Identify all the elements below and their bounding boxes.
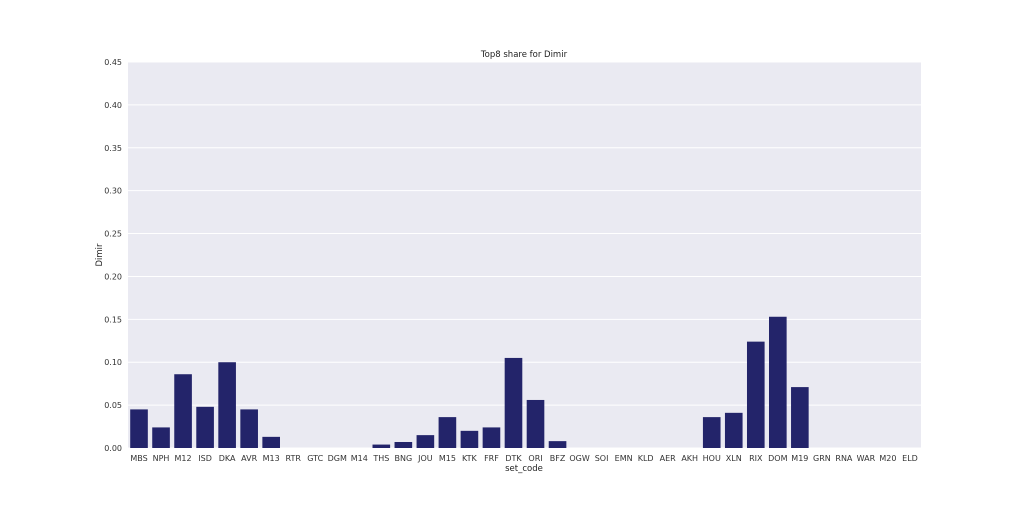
x-tick-label: NPH <box>153 454 170 463</box>
chart-title: Top8 share for Dimir <box>480 50 568 60</box>
y-tick-label: 0.10 <box>104 358 122 367</box>
bar-isd <box>196 406 214 448</box>
bar-dka <box>218 362 236 448</box>
x-tick-label: GTC <box>307 454 323 463</box>
y-axis-title: Dimir <box>95 243 105 267</box>
bar-m12 <box>174 374 192 448</box>
x-tick-label: EMN <box>615 454 633 463</box>
x-tick-label: DTK <box>505 454 522 463</box>
x-tick-label: M13 <box>263 454 280 463</box>
y-tick-label: 0.30 <box>104 187 122 196</box>
bar-xln <box>724 412 743 448</box>
x-tick-label: GRN <box>813 454 831 463</box>
x-tick-label: DKA <box>219 454 236 463</box>
y-tick-label: 0.35 <box>104 144 122 153</box>
bar-jou <box>416 435 435 448</box>
bar-hou <box>702 417 721 448</box>
x-tick-label: KTK <box>462 454 478 463</box>
bar-m19 <box>791 387 809 448</box>
x-tick-label: BFZ <box>550 454 566 463</box>
y-tick-label: 0.20 <box>104 272 122 281</box>
x-tick-label: AKH <box>681 454 698 463</box>
x-tick-label: M14 <box>351 454 368 463</box>
x-tick-label: ELD <box>902 454 918 463</box>
y-tick-label: 0.25 <box>104 230 122 239</box>
x-tick-label: HOU <box>703 454 721 463</box>
x-tick-label: WAR <box>857 454 876 463</box>
grid-lines <box>128 61 921 449</box>
x-tick-label: RTR <box>285 454 301 463</box>
bars <box>130 316 809 448</box>
x-tick-label: KLD <box>638 454 654 463</box>
bar-ths <box>372 444 391 448</box>
bar-m15 <box>438 417 457 448</box>
x-tick-label: M12 <box>175 454 192 463</box>
y-tick-label: 0.45 <box>104 58 122 67</box>
x-tick-label: M19 <box>791 454 808 463</box>
x-tick-label: RNA <box>835 454 853 463</box>
plot-background <box>128 62 921 448</box>
x-tick-label: M20 <box>879 454 896 463</box>
x-tick-label: OGW <box>569 454 589 463</box>
bar-mbs <box>130 409 148 448</box>
y-tick-label: 0.05 <box>104 401 122 410</box>
bar-rix <box>746 341 765 448</box>
y-tick-label: 0.15 <box>104 315 122 324</box>
x-tick-label: ISD <box>198 454 212 463</box>
x-tick-label: AVR <box>241 454 257 463</box>
x-tick-label: M15 <box>439 454 456 463</box>
bar-frf <box>482 427 501 448</box>
x-tick-label: FRF <box>484 454 499 463</box>
x-tick-label: DOM <box>768 454 787 463</box>
x-tick-label: DGM <box>328 454 347 463</box>
bar-m13 <box>262 436 280 448</box>
bar-bfz <box>548 441 567 448</box>
x-tick-labels: MBS NPH M12 ISD DKA AVR M13 RTR GTC DGM M14 THS BNG J… <box>130 454 917 463</box>
bar-bng <box>394 441 413 448</box>
x-tick-label: RIX <box>749 454 763 463</box>
bar-dtk <box>504 357 523 448</box>
x-tick-label: THS <box>372 454 389 463</box>
x-tick-label: MBS <box>130 454 147 463</box>
bar-dom <box>769 316 787 448</box>
x-tick-label: XLN <box>726 454 742 463</box>
x-axis-title: set_code <box>505 464 543 474</box>
bar-avr <box>240 409 258 448</box>
x-tick-label: JOU <box>417 454 433 463</box>
x-tick-label: SOI <box>595 454 609 463</box>
x-tick-label: AER <box>660 454 677 463</box>
y-tick-label: 0.40 <box>104 101 122 110</box>
x-tick-label: ORI <box>528 454 542 463</box>
y-tick-labels: 0.00 0.05 0.10 0.15 0.20 0.25 0.30 0.35 0.40 0.45 <box>104 58 122 453</box>
bar-ori <box>526 399 545 448</box>
bar-nph <box>152 427 170 448</box>
x-tick-label: BNG <box>395 454 413 463</box>
y-tick-label: 0.00 <box>104 444 122 453</box>
bar-ktk <box>460 430 479 448</box>
